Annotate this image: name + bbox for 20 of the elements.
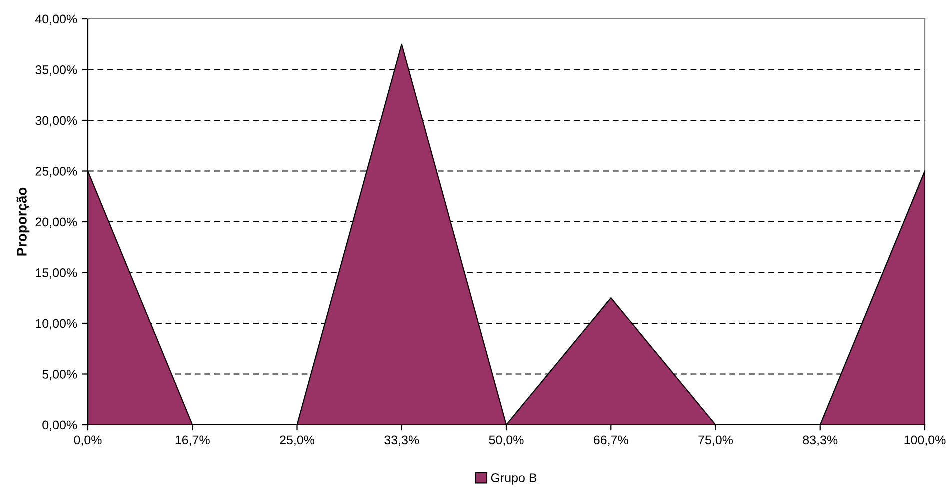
y-axis-title: Proporção [16, 188, 30, 256]
y-tick-label: 25,00% [36, 167, 78, 178]
y-tick-label: 15,00% [36, 268, 78, 279]
x-tick-label: 33,3% [384, 436, 420, 446]
x-tick-label: 75,0% [698, 436, 734, 446]
y-tick-label: 40,00% [35, 14, 78, 26]
x-tick-label: 50,0% [489, 436, 524, 446]
y-tick-label: 5,00% [42, 370, 78, 380]
legend-label: Grupo B [491, 474, 537, 485]
x-tick-label: 100,0% [904, 436, 946, 446]
x-tick-label: 0,0% [74, 436, 102, 446]
x-tick-label: 16,7% [176, 436, 210, 446]
x-tick-label: 25,0% [280, 436, 315, 446]
y-tick-label: 10,00% [36, 319, 78, 330]
y-tick-label: 35,00% [36, 66, 78, 76]
y-tick-label: 30,00% [36, 116, 78, 127]
x-tick-label: 83,3% [803, 436, 838, 446]
y-tick-label: 20,00% [36, 218, 78, 228]
y-tick-label: 0,00% [42, 420, 78, 432]
x-tick-label: 66,7% [594, 436, 628, 446]
